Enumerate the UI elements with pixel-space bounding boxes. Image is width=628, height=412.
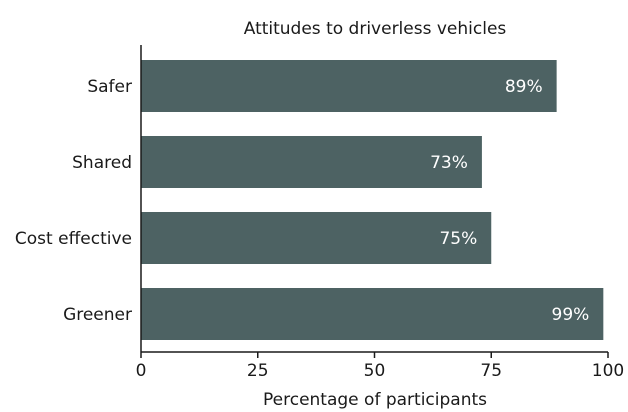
x-tick-label: 75 (480, 361, 502, 381)
category-label-safer: Safer (87, 77, 132, 97)
chart-title: Attitudes to driverless vehicles (244, 19, 507, 39)
x-tick-label: 0 (136, 361, 147, 381)
bars-group: 89% 73% 75% 99% (141, 60, 604, 340)
bar-safer (141, 60, 557, 112)
axes-group: Safer Shared Cost effective Greener 0 25 50 75 1… (15, 45, 624, 381)
bar-value-label-cost-effective: 75% (439, 229, 477, 249)
x-tick-label: 50 (364, 361, 386, 381)
bar-shared (141, 136, 482, 188)
category-label-shared: Shared (72, 153, 132, 173)
bar-greener (141, 288, 604, 340)
category-label-cost-effective: Cost effective (15, 229, 132, 249)
x-tick-label: 25 (247, 361, 269, 381)
bar-value-label-shared: 73% (430, 153, 468, 173)
bar-value-label-safer: 89% (505, 77, 543, 97)
bar-cost-effective (141, 212, 492, 264)
x-tick-label: 100 (592, 361, 624, 381)
x-axis-label: Percentage of participants (263, 390, 487, 410)
category-label-greener: Greener (63, 305, 132, 325)
bar-value-label-greener: 99% (552, 305, 590, 325)
